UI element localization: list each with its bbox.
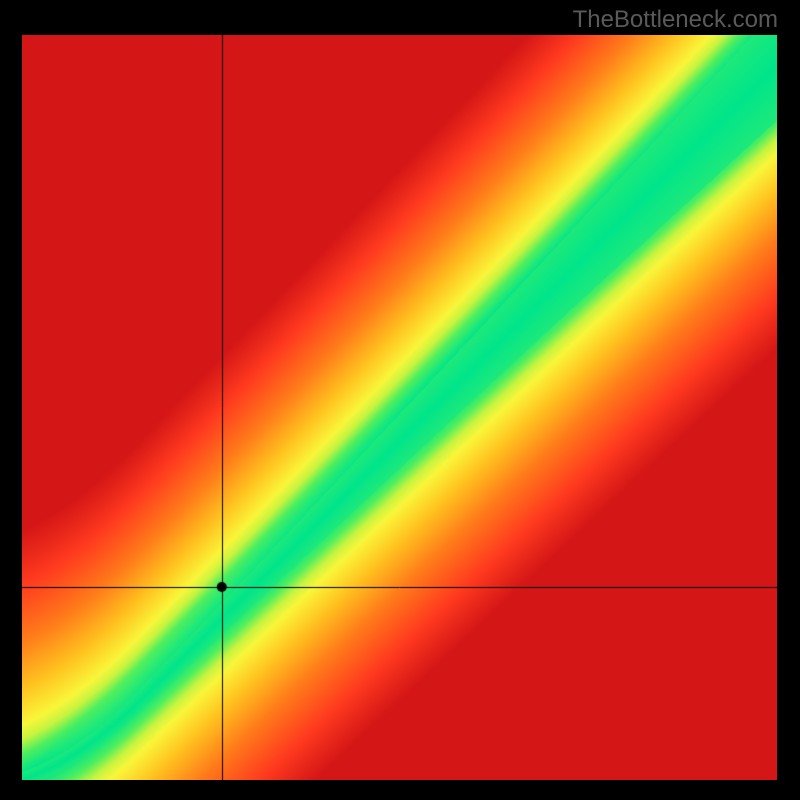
watermark-text: TheBottleneck.com	[573, 6, 778, 34]
bottleneck-heatmap	[22, 35, 777, 780]
